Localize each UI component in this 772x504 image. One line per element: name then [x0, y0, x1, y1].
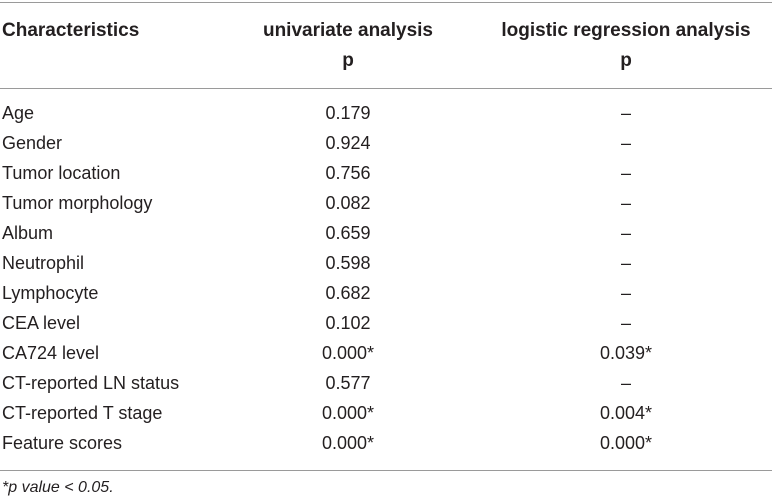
row-label: Tumor morphology [2, 193, 153, 213]
univariate-p-value: 0.082 [325, 193, 371, 213]
logistic-p-value: 0.000* [599, 433, 653, 453]
header-univariate-p: p [342, 50, 354, 71]
table-row: Age 0.179 – [0, 98, 772, 128]
logistic-p-value: – [620, 313, 631, 333]
univariate-p-value: 0.000* [321, 433, 375, 453]
logistic-p-value: 0.004* [599, 403, 653, 423]
logistic-p-value: – [620, 193, 631, 213]
table-row: Gender 0.924 – [0, 128, 772, 158]
table-row: Neutrophil 0.598 – [0, 248, 772, 278]
table-row: CT-reported T stage 0.000* 0.004* [0, 398, 772, 428]
logistic-p-value: – [620, 223, 631, 243]
univariate-p-value: 0.659 [325, 223, 371, 243]
table-row: Album 0.659 – [0, 218, 772, 248]
table-row: Lymphocyte 0.682 – [0, 278, 772, 308]
logistic-p-value: – [620, 103, 631, 123]
bottom-rule [0, 470, 772, 471]
univariate-p-value: 0.682 [325, 283, 371, 303]
row-label: CT-reported LN status [2, 373, 180, 393]
row-label: CEA level [2, 313, 81, 333]
table-row: Tumor morphology 0.082 – [0, 188, 772, 218]
row-label: CT-reported T stage [2, 403, 163, 423]
top-rule [0, 2, 772, 3]
header-characteristics: Characteristics [2, 20, 140, 41]
header-rule [0, 88, 772, 89]
univariate-p-value: 0.179 [325, 103, 371, 123]
row-label: Feature scores [2, 433, 123, 453]
row-label: Age [2, 103, 35, 123]
univariate-p-value: 0.924 [325, 133, 371, 153]
table-body: Age 0.179 – Gender 0.924 – Tumor locatio… [0, 98, 772, 458]
table-row: CA724 level 0.000* 0.039* [0, 338, 772, 368]
univariate-p-value: 0.598 [325, 253, 371, 273]
row-label: Album [2, 223, 54, 243]
row-label: CA724 level [2, 343, 100, 363]
header-univariate-title: univariate analysis [262, 20, 434, 41]
header-logistic-title: logistic regression analysis [501, 20, 751, 41]
univariate-p-value: 0.000* [321, 343, 375, 363]
row-label: Tumor location [2, 163, 121, 183]
logistic-p-value: – [620, 373, 631, 393]
header-univariate: univariate analysis p [248, 16, 448, 76]
logistic-p-value: – [620, 163, 631, 183]
logistic-p-value: – [620, 133, 631, 153]
row-label: Gender [2, 133, 63, 153]
row-label: Neutrophil [2, 253, 85, 273]
univariate-p-value: 0.756 [325, 163, 371, 183]
row-label: Lymphocyte [2, 283, 99, 303]
table-row: Tumor location 0.756 – [0, 158, 772, 188]
table-row: Feature scores 0.000* 0.000* [0, 428, 772, 458]
footnote: *p value < 0.05. [2, 479, 114, 496]
table-row: CEA level 0.102 – [0, 308, 772, 338]
univariate-p-value: 0.577 [325, 373, 371, 393]
univariate-p-value: 0.000* [321, 403, 375, 423]
logistic-p-value: – [620, 253, 631, 273]
logistic-p-value: – [620, 283, 631, 303]
logistic-p-value: 0.039* [599, 343, 653, 363]
header-logistic-p: p [620, 50, 632, 71]
table-row: CT-reported LN status 0.577 – [0, 368, 772, 398]
univariate-p-value: 0.102 [325, 313, 371, 333]
header-logistic: logistic regression analysis p [480, 16, 772, 76]
